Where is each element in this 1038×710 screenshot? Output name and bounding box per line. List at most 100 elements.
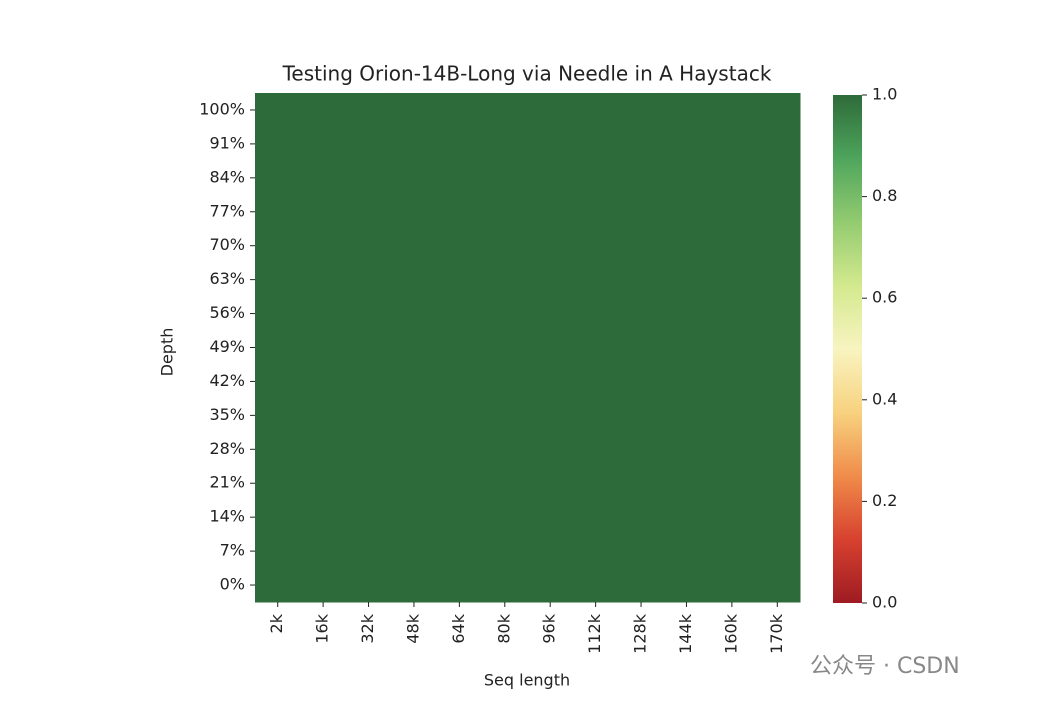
heatmap-cell xyxy=(482,93,528,128)
heatmap-cell xyxy=(709,398,756,433)
heatmap-cell xyxy=(527,93,574,128)
x-tick-label: 80k xyxy=(494,613,513,643)
heatmap-cell xyxy=(618,364,665,399)
heatmap-cell xyxy=(391,194,438,230)
heatmap-cell xyxy=(345,228,392,264)
x-tick-label: 144k xyxy=(676,613,695,654)
heatmap-cell xyxy=(709,500,756,535)
heatmap-cell xyxy=(709,534,756,569)
heatmap-cell xyxy=(754,160,801,196)
heatmap-cell xyxy=(345,262,392,298)
x-tick-label: 16k xyxy=(313,613,332,643)
heatmap-cell xyxy=(345,330,392,365)
heatmap-cell xyxy=(527,296,574,332)
heatmap-cell xyxy=(436,398,483,433)
heatmap-cell xyxy=(391,296,438,332)
x-tick-label: 112k xyxy=(585,613,604,654)
y-tick-label: 35% xyxy=(209,405,245,424)
heatmap-cell xyxy=(482,500,528,535)
x-tick-label: 128k xyxy=(631,613,650,654)
heatmap-cell xyxy=(527,398,574,433)
heatmap-cell xyxy=(572,93,619,128)
heatmap-cell xyxy=(618,398,665,433)
heatmap-cell xyxy=(436,432,483,467)
heatmap-cell xyxy=(255,568,301,603)
y-tick-label: 28% xyxy=(209,439,245,458)
y-tick-label: 63% xyxy=(209,269,245,288)
y-tick-label: 84% xyxy=(209,167,245,186)
x-tick-label: 2k xyxy=(267,613,286,633)
heatmap-cell xyxy=(709,126,756,162)
heatmap-cell xyxy=(436,364,483,399)
heatmap-cell xyxy=(345,500,392,535)
heatmap-cell xyxy=(618,228,665,264)
heatmap-cell xyxy=(709,568,756,603)
heatmap-cell xyxy=(255,160,301,196)
heatmap-cell xyxy=(436,466,483,501)
heatmap-cell xyxy=(300,296,347,332)
heatmap-cell xyxy=(300,500,347,535)
heatmap-cell xyxy=(482,160,528,196)
heatmap-cell xyxy=(482,296,528,332)
heatmap-cell xyxy=(663,194,710,230)
heatmap-cell xyxy=(391,398,438,433)
heatmap-cell xyxy=(255,262,301,298)
y-tick-label: 14% xyxy=(209,507,245,526)
heatmap-cell xyxy=(255,228,301,264)
heatmap-cell xyxy=(618,160,665,196)
heatmap-cell xyxy=(436,500,483,535)
heatmap-cell xyxy=(618,568,665,603)
heatmap-cell xyxy=(345,93,392,128)
heatmap-cell xyxy=(436,568,483,603)
heatmap-cell xyxy=(572,364,619,399)
heatmap-cell xyxy=(255,500,301,535)
heatmap-cell xyxy=(572,568,619,603)
heatmap-cell xyxy=(345,364,392,399)
heatmap-cell xyxy=(482,228,528,264)
heatmap-cell xyxy=(572,330,619,365)
heatmap-cell xyxy=(754,296,801,332)
heatmap-cell xyxy=(709,296,756,332)
heatmap-cell xyxy=(482,194,528,230)
y-tick-label: 91% xyxy=(209,133,245,152)
heatmap-cell xyxy=(436,126,483,162)
heatmap-cell xyxy=(572,126,619,162)
heatmap-cell xyxy=(436,534,483,569)
heatmap-cell xyxy=(345,126,392,162)
heatmap-cell xyxy=(527,228,574,264)
heatmap-cell xyxy=(618,466,665,501)
heatmap-cell xyxy=(527,194,574,230)
heatmap-cell xyxy=(618,262,665,298)
heatmap-cell xyxy=(255,330,301,365)
heatmap-cell xyxy=(345,160,392,196)
y-tick-label: 7% xyxy=(220,541,245,560)
heatmap-cell xyxy=(527,568,574,603)
heatmap-cell xyxy=(572,432,619,467)
heatmap-cell xyxy=(391,262,438,298)
heatmap-cell xyxy=(618,93,665,128)
heatmap-cell xyxy=(754,364,801,399)
heatmap-cell xyxy=(754,262,801,298)
heatmap-cell xyxy=(572,160,619,196)
heatmap-cell xyxy=(345,194,392,230)
heatmap-cell xyxy=(345,296,392,332)
heatmap-cell xyxy=(391,228,438,264)
heatmap-cell xyxy=(391,466,438,501)
heatmap-cell xyxy=(709,432,756,467)
heatmap-cell xyxy=(572,534,619,569)
heatmap-cell xyxy=(345,534,392,569)
heatmap-cell xyxy=(300,194,347,230)
heatmap-cell xyxy=(572,262,619,298)
heatmap-cell xyxy=(663,466,710,501)
heatmap-cell xyxy=(300,93,347,128)
heatmap-cell xyxy=(345,432,392,467)
heatmap-cell xyxy=(391,568,438,603)
heatmap-cell xyxy=(618,126,665,162)
heatmap-cell xyxy=(391,160,438,196)
heatmap-cell xyxy=(754,534,801,569)
heatmap-cell xyxy=(391,364,438,399)
heatmap-cell xyxy=(482,432,528,467)
chart-title: Testing Orion-14B-Long via Needle in A H… xyxy=(282,62,772,86)
heatmap-cell xyxy=(436,194,483,230)
